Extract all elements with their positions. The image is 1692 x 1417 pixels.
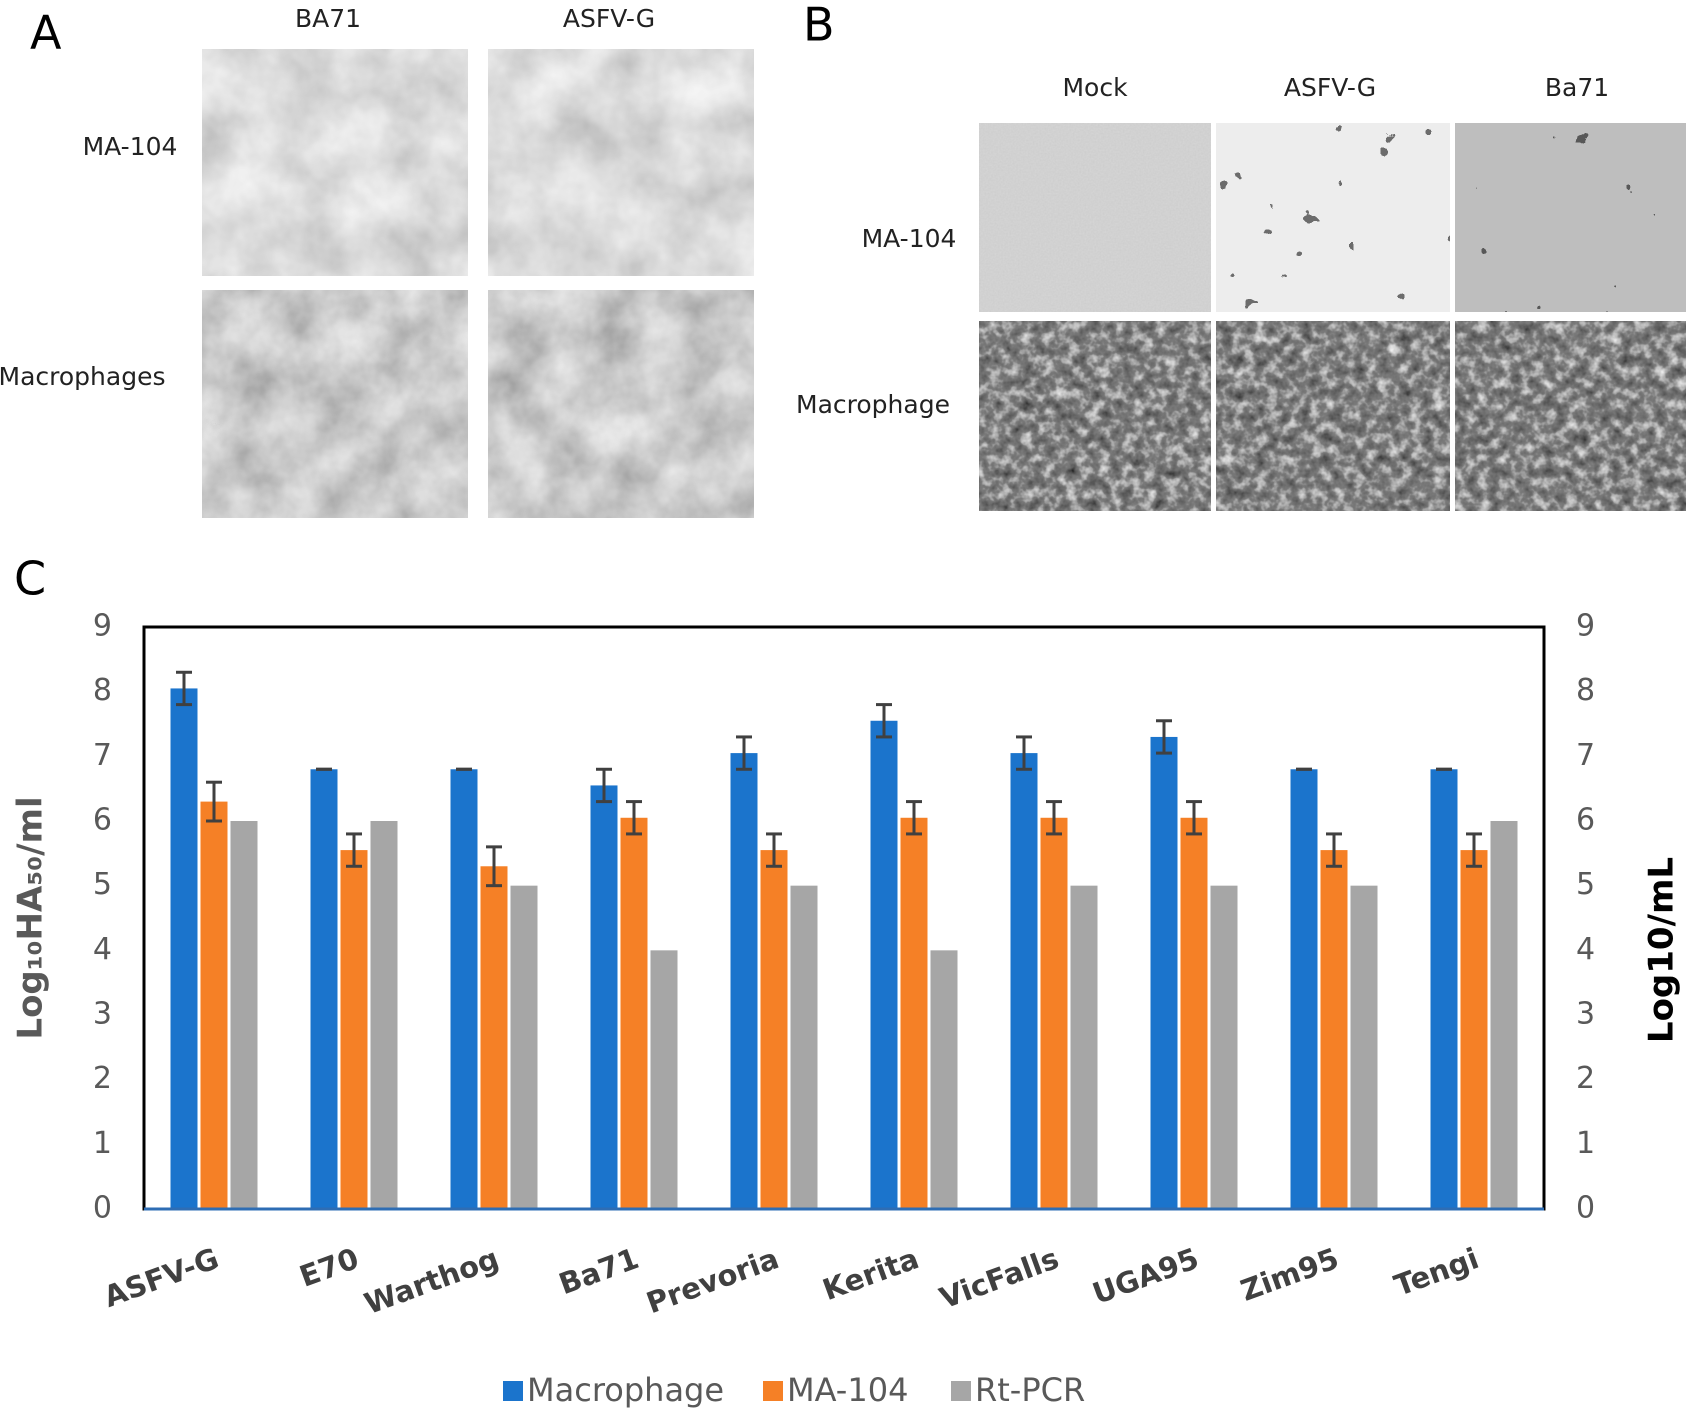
y2-tick-label: 7 bbox=[1576, 738, 1595, 773]
y2-tick-label: 1 bbox=[1576, 1126, 1595, 1161]
y2-tick-label: 5 bbox=[1576, 867, 1595, 902]
micrograph bbox=[1216, 321, 1450, 511]
bar bbox=[730, 753, 758, 1209]
panel-c: C Log₁₀HA₅₀/ml Log10/mL 0 1 2 3 4 5 6 7 8 9 0 1 2 3 4 5… bbox=[11, 552, 1682, 1410]
bar bbox=[310, 769, 338, 1209]
micrograph bbox=[1216, 123, 1450, 312]
micrograph bbox=[1455, 321, 1686, 511]
bar bbox=[480, 866, 508, 1209]
bar bbox=[1350, 885, 1378, 1209]
x-tick-label: VicFalls bbox=[935, 1241, 1063, 1315]
bar bbox=[1180, 817, 1208, 1209]
row-label: Macrophage bbox=[796, 390, 950, 419]
micrograph bbox=[202, 49, 468, 276]
bar bbox=[230, 821, 258, 1209]
micrograph bbox=[979, 321, 1211, 511]
micrograph bbox=[202, 290, 468, 518]
y-tick-label: 4 bbox=[93, 932, 112, 967]
y-tick-label: 7 bbox=[93, 738, 112, 773]
y2-tick-label: 9 bbox=[1576, 609, 1595, 644]
bar bbox=[590, 785, 618, 1209]
bar bbox=[870, 720, 898, 1209]
legend-label: Macrophage bbox=[527, 1371, 724, 1409]
bar bbox=[1010, 753, 1038, 1209]
panel-label: A bbox=[30, 6, 62, 60]
panel-label: C bbox=[14, 552, 46, 606]
micrograph bbox=[488, 49, 754, 276]
column-label: Ba71 bbox=[1545, 73, 1609, 102]
bar bbox=[650, 950, 678, 1209]
x-tick-label: E70 bbox=[295, 1241, 363, 1294]
bar bbox=[790, 885, 818, 1209]
bar bbox=[510, 885, 538, 1209]
y2-axis-label: Log10/mL bbox=[1642, 857, 1682, 1043]
y-tick-label: 1 bbox=[93, 1126, 112, 1161]
y-axis-label: Log₁₀HA₅₀/ml bbox=[11, 796, 51, 1039]
x-tick-label: Ba71 bbox=[554, 1241, 643, 1301]
y-tick-label: 8 bbox=[93, 673, 112, 708]
bar bbox=[170, 688, 198, 1209]
y-tick-label: 6 bbox=[93, 803, 112, 838]
legend-swatch bbox=[763, 1381, 783, 1401]
legend-swatch bbox=[951, 1381, 971, 1401]
legend-swatch bbox=[503, 1381, 523, 1401]
column-label: ASFV-G bbox=[1284, 73, 1376, 102]
bar bbox=[1490, 821, 1518, 1209]
bar bbox=[1040, 817, 1068, 1209]
bar bbox=[1210, 885, 1238, 1209]
bar bbox=[450, 769, 478, 1209]
bar bbox=[1150, 736, 1178, 1209]
row-label: MA-104 bbox=[83, 132, 178, 161]
bar bbox=[900, 817, 928, 1209]
bar bbox=[200, 801, 228, 1209]
row-label: MA-104 bbox=[862, 224, 957, 253]
column-label: BA71 bbox=[295, 4, 361, 33]
y-tick-label: 2 bbox=[93, 1061, 112, 1096]
x-tick-label: Tengi bbox=[1390, 1241, 1483, 1303]
bar bbox=[620, 817, 648, 1209]
legend-label: Rt-PCR bbox=[975, 1371, 1085, 1409]
y-tick-label: 9 bbox=[93, 609, 112, 644]
micrograph bbox=[1455, 123, 1686, 312]
y-tick-label: 0 bbox=[93, 1191, 112, 1226]
panel-b: B Mock ASFV-G Ba71 MA-104 Macrophage bbox=[796, 0, 1686, 511]
bar bbox=[1460, 850, 1488, 1209]
y2-tick-label: 2 bbox=[1576, 1061, 1595, 1096]
x-tick-label: Prevoria bbox=[642, 1241, 783, 1320]
y2-tick-label: 8 bbox=[1576, 673, 1595, 708]
bar bbox=[370, 821, 398, 1209]
y-tick-label: 5 bbox=[93, 867, 112, 902]
x-tick-label: ASFV-G bbox=[99, 1241, 223, 1314]
x-tick-label: Zim95 bbox=[1236, 1241, 1343, 1308]
y-tick-label: 3 bbox=[93, 997, 112, 1032]
x-tick-label: Kerita bbox=[818, 1241, 923, 1307]
y2-tick-label: 3 bbox=[1576, 997, 1595, 1032]
y2-tick-label: 6 bbox=[1576, 803, 1595, 838]
panel-a: A BA71 ASFV-G MA-104 Macrophages bbox=[0, 4, 754, 518]
x-tick-label: Warthog bbox=[360, 1241, 503, 1321]
bar bbox=[1070, 885, 1098, 1209]
y2-tick-label: 0 bbox=[1576, 1191, 1595, 1226]
bar bbox=[1290, 769, 1318, 1209]
column-label: ASFV-G bbox=[563, 4, 655, 33]
bar bbox=[340, 850, 368, 1209]
column-label: Mock bbox=[1062, 73, 1128, 102]
y2-tick-label: 4 bbox=[1576, 932, 1595, 967]
bar bbox=[930, 950, 958, 1209]
panel-label: B bbox=[803, 0, 835, 52]
bar bbox=[1320, 850, 1348, 1209]
legend-label: MA-104 bbox=[787, 1371, 908, 1409]
x-tick-label: UGA95 bbox=[1088, 1241, 1203, 1311]
micrograph bbox=[488, 290, 754, 518]
micrograph bbox=[979, 123, 1211, 312]
bar bbox=[1430, 769, 1458, 1209]
row-label: Macrophages bbox=[0, 362, 165, 391]
bar bbox=[760, 850, 788, 1209]
